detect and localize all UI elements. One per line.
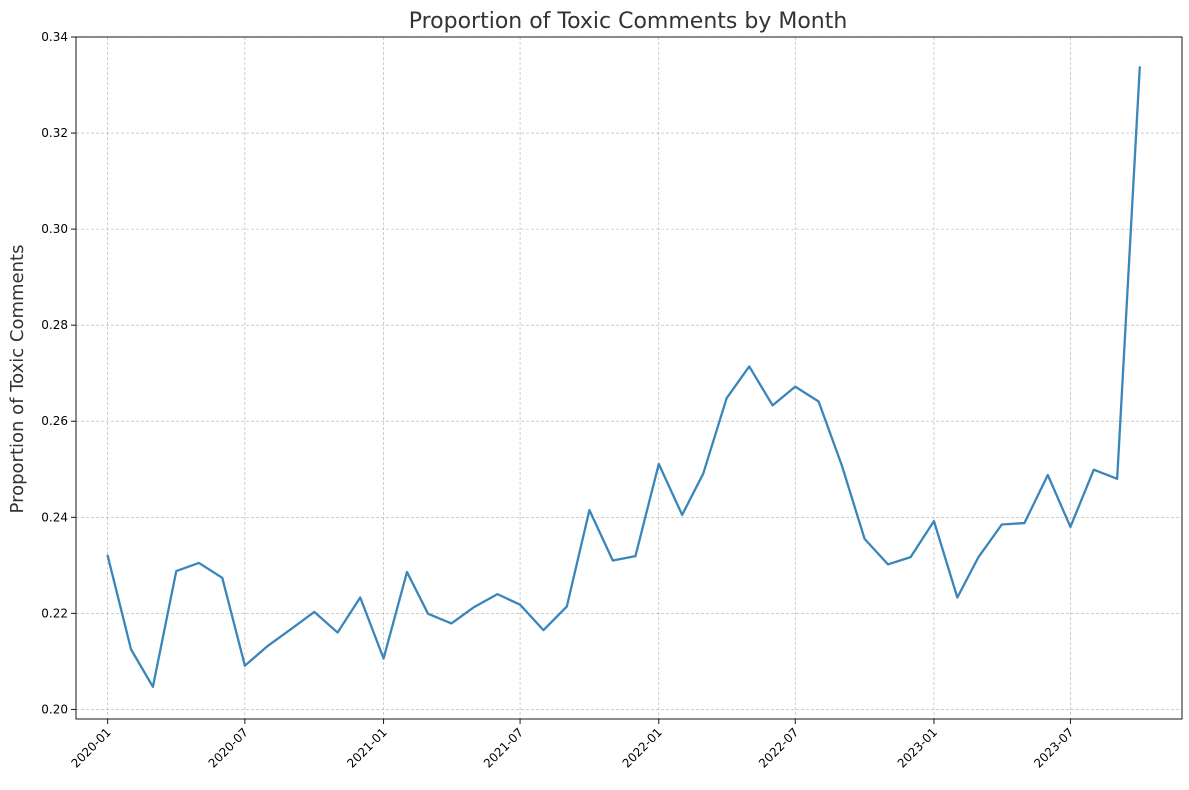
y-tick-label: 0.22 [41,606,68,620]
x-tick-label: 2020-01 [68,725,113,770]
y-tick-label: 0.30 [41,222,68,236]
grid [76,36,1182,719]
x-tick-label: 2023-01 [895,725,940,770]
y-tick-label: 0.20 [41,702,68,716]
y-tick-label: 0.34 [41,30,68,44]
x-tick-label: 2020-07 [206,725,251,770]
y-tick-label: 0.32 [41,126,68,140]
y-tick-label: 0.28 [41,318,68,332]
x-tick-label: 2021-01 [344,725,389,770]
plot-frame [75,36,1183,720]
series-line [106,66,1141,688]
chart-title: Proportion of Toxic Comments by Month [409,9,848,34]
x-tick-label: 2021-07 [481,725,526,770]
axes: 2020-01 2020-07 2021-01 2021-07 2022-01 2022-… [41,30,1183,771]
y-tick-label: 0.24 [41,510,68,524]
y-axis-label: Proportion of Toxic Comments [7,245,28,514]
x-tick-label: 2022-07 [756,725,801,770]
x-tick-label: 2022-01 [620,725,665,770]
x-tick-label: 2023-07 [1031,725,1076,770]
series-layer [106,66,1141,688]
y-tick-label: 0.26 [41,414,68,428]
